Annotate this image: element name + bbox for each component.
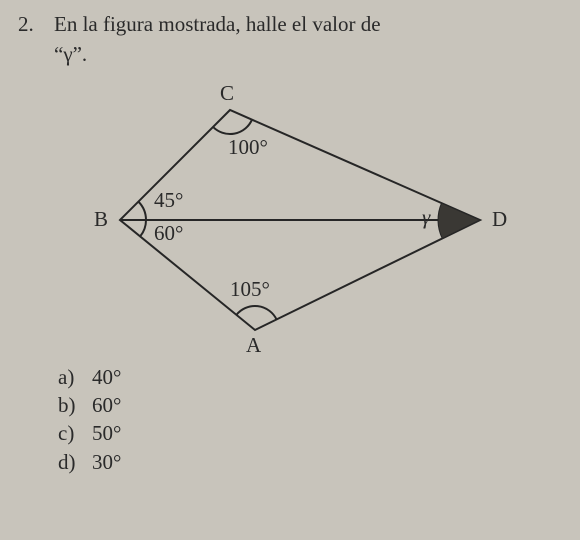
label-b: B [94,207,108,232]
label-c: C [220,81,234,106]
angle-label-60: 60° [154,221,183,246]
label-a: A [246,333,261,358]
option-value: 30° [92,448,121,476]
angle-wedge-d [438,203,480,238]
angle-arc-b-upper [138,201,146,219]
angle-arc-a [236,306,276,319]
option-value: 50° [92,419,121,447]
angle-arc-b-lower [140,220,146,236]
angle-label-105: 105° [230,277,270,302]
question-number: 2. [18,10,44,69]
geometry-figure: B C D A 100° 45° 60° 105° γ [60,75,520,355]
question: 2. En la figura mostrada, halle el valor… [18,10,562,69]
angle-label-100: 100° [228,135,268,160]
figure-svg [60,75,520,355]
option-letter: a) [58,363,82,391]
option-letter: c) [58,419,82,447]
option-c: c) 50° [58,419,562,447]
option-letter: d) [58,448,82,476]
option-b: b) 60° [58,391,562,419]
question-variable: “γ”. [54,40,562,68]
option-a: a) 40° [58,363,562,391]
angle-label-45: 45° [154,188,183,213]
option-letter: b) [58,391,82,419]
question-text: En la figura mostrada, halle el valor de… [54,10,562,69]
option-value: 60° [92,391,121,419]
answer-options: a) 40° b) 60° c) 50° d) 30° [58,363,562,476]
option-d: d) 30° [58,448,562,476]
angle-label-gamma: γ [422,205,430,230]
question-text-line: En la figura mostrada, halle el valor de [54,12,381,36]
label-d: D [492,207,507,232]
option-value: 40° [92,363,121,391]
